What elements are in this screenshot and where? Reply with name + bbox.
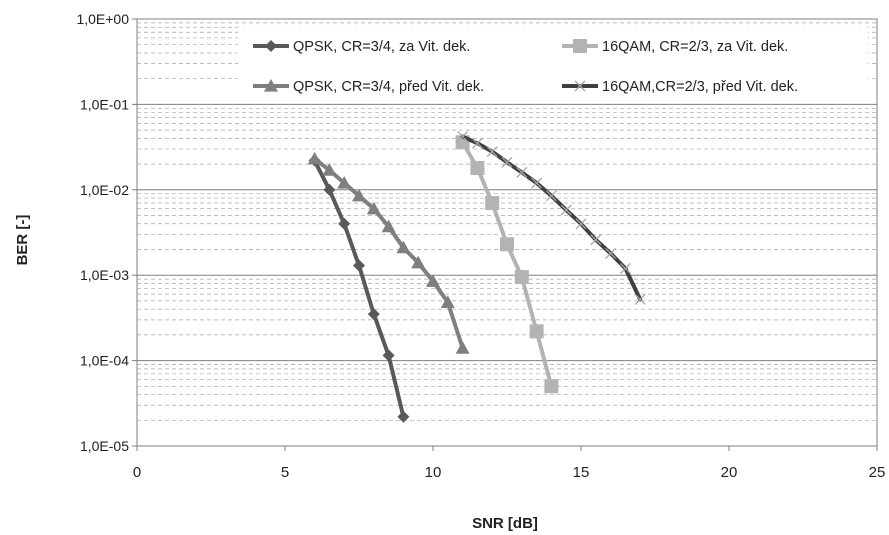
legend-label: 16QAM, CR=2/3, za Vit. dek. bbox=[602, 39, 788, 55]
legend-item-1: QPSK, CR=3/4, za Vit. dek. bbox=[253, 39, 470, 55]
data-point-x bbox=[605, 247, 617, 259]
legend-background bbox=[238, 27, 868, 103]
series-3 bbox=[307, 151, 470, 354]
data-point-square bbox=[529, 324, 544, 339]
data-point-triangle bbox=[381, 219, 396, 233]
x-tick-label: 5 bbox=[281, 464, 289, 481]
data-point-triangle bbox=[322, 163, 337, 176]
y-tick-label: 1,0E-01 bbox=[80, 96, 129, 112]
data-point-x bbox=[545, 190, 557, 202]
legend-item-4: 16QAM,CR=2/3, před Vit. dek. bbox=[562, 79, 798, 95]
data-point-x bbox=[619, 262, 631, 274]
y-tick-label: 1,0E-03 bbox=[80, 267, 129, 283]
data-point-x bbox=[531, 177, 543, 189]
y-tick-label: 1,0E+00 bbox=[76, 11, 129, 27]
data-point-diamond bbox=[338, 217, 351, 230]
legend: QPSK, CR=3/4, za Vit. dek. 16QAM, CR=2/3,… bbox=[238, 27, 868, 103]
x-tick-label: 0 bbox=[133, 464, 141, 481]
series-2 bbox=[455, 135, 559, 394]
y-tick-label: 1,0E-05 bbox=[80, 438, 129, 454]
x-tick-label: 15 bbox=[573, 464, 590, 481]
data-point-x bbox=[471, 137, 483, 149]
data-point-diamond bbox=[367, 308, 380, 321]
data-point-x bbox=[501, 156, 513, 168]
data-point-x bbox=[575, 218, 587, 230]
legend-swatch-marker bbox=[265, 40, 277, 52]
x-tick-label: 10 bbox=[425, 464, 442, 481]
data-point-x bbox=[457, 131, 469, 143]
data-point-x bbox=[560, 204, 572, 216]
axes: 1,0E-05 1,0E-04 1,0E-03 1,0E-02 1,0E-01 1,0E+… bbox=[76, 11, 885, 481]
data-point-triangle bbox=[426, 274, 440, 287]
legend-swatch-marker bbox=[264, 79, 278, 92]
data-point-diamond bbox=[353, 259, 365, 272]
data-point-triangle bbox=[307, 151, 322, 165]
y-tick-label: 1,0E-04 bbox=[80, 353, 129, 369]
x-tick-label: 20 bbox=[721, 464, 738, 481]
legend-item-3: QPSK, CR=3/4, před Vit. dek. bbox=[253, 79, 484, 95]
legend-label: 16QAM,CR=2/3, před Vit. dek. bbox=[602, 79, 798, 95]
data-point-diamond bbox=[382, 349, 395, 362]
data-point-square bbox=[514, 270, 529, 285]
legend-swatch-marker bbox=[574, 80, 586, 92]
legend-item-2: 16QAM, CR=2/3, za Vit. dek. bbox=[562, 39, 788, 55]
data-point-triangle bbox=[455, 341, 470, 354]
y-tick-label: 1,0E-02 bbox=[80, 182, 129, 198]
data-point-triangle bbox=[352, 188, 366, 202]
data-point-square bbox=[485, 196, 500, 211]
legend-swatch-marker bbox=[573, 39, 587, 53]
data-point-x bbox=[634, 293, 646, 305]
data-point-square bbox=[500, 237, 514, 252]
series-4 bbox=[457, 131, 646, 305]
legend-label: QPSK, CR=3/4, za Vit. dek. bbox=[293, 39, 470, 55]
data-point-diamond bbox=[397, 410, 410, 423]
data-point-square bbox=[544, 379, 559, 394]
data-point-triangle bbox=[411, 255, 426, 269]
data-point-x bbox=[590, 234, 602, 246]
series-area bbox=[307, 131, 646, 423]
data-point-triangle bbox=[396, 240, 411, 254]
data-point-square bbox=[470, 160, 485, 175]
x-axis-label: SNR [dB] bbox=[472, 515, 538, 532]
x-tick-label: 25 bbox=[869, 464, 886, 481]
data-point-diamond bbox=[323, 183, 336, 196]
data-point-x bbox=[486, 146, 498, 158]
y-axis-label: BER [-] bbox=[14, 215, 31, 266]
data-point-x bbox=[516, 166, 528, 178]
data-point-triangle bbox=[337, 176, 352, 189]
legend-label: QPSK, CR=3/4, před Vit. dek. bbox=[293, 79, 484, 95]
data-point-triangle bbox=[366, 201, 381, 215]
data-point-triangle bbox=[440, 295, 455, 309]
series-1 bbox=[308, 154, 410, 423]
